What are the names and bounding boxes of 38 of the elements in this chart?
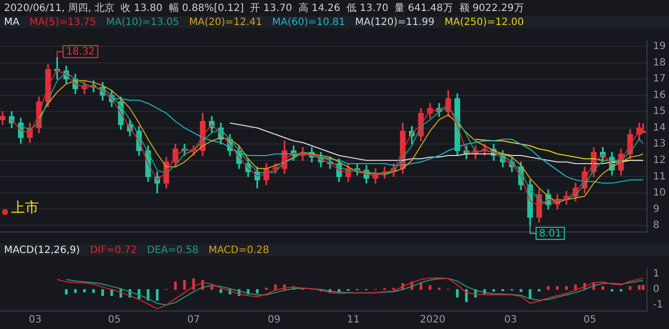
y-tick-label: 11 bbox=[653, 171, 666, 182]
annotation: 8.01 bbox=[539, 228, 562, 240]
y-tick-label: 15 bbox=[653, 106, 666, 118]
text: MA(60)=10.81 bbox=[272, 16, 346, 28]
text: MACD=0.28 bbox=[208, 244, 270, 256]
x-tick-label: 05 bbox=[108, 314, 121, 326]
legend-title: MA bbox=[4, 16, 20, 28]
y-tick-label: 13 bbox=[653, 138, 666, 150]
text: DIF=0.72 bbox=[90, 244, 137, 256]
annotation: 上市 bbox=[11, 200, 39, 216]
y-tick-label: 17 bbox=[653, 74, 666, 85]
x-tick-label: 2020 bbox=[420, 314, 446, 326]
x-tick-label: 03 bbox=[504, 314, 517, 326]
y-tick-label: 19 bbox=[653, 41, 666, 52]
text: MA(20)=12.41 bbox=[189, 16, 262, 28]
y-tick-label: -1 bbox=[653, 299, 663, 310]
annotation: 18.32 bbox=[66, 46, 95, 58]
legend-title: MACD(12,26,9) bbox=[4, 244, 80, 256]
x-tick-label: 11 bbox=[347, 314, 360, 326]
text: MA(250)=12.00 bbox=[444, 16, 524, 28]
text: MA(10)=13.05 bbox=[106, 16, 180, 28]
y-tick-label: 8 bbox=[653, 220, 660, 232]
y-tick-label: 14 bbox=[653, 122, 666, 134]
x-tick-label: 03 bbox=[28, 314, 42, 326]
x-tick-label: 09 bbox=[268, 314, 280, 326]
text: DEA=0.58 bbox=[147, 244, 199, 256]
text: MA(5)=13.75 bbox=[29, 16, 96, 28]
y-tick-label: 1 bbox=[653, 268, 660, 280]
y-tick-label: 18 bbox=[653, 57, 666, 68]
y-tick-label: 10 bbox=[653, 188, 666, 199]
y-tick-label: 9 bbox=[653, 204, 660, 215]
chart-title: 2020/06/11, 周四, 北京 收 13.80 幅 0.88%[0.12] 开 13.70 高 14.26 低 13.70 量 641.48万 额 9022.29万 bbox=[3, 2, 525, 16]
text: MA(120)=11.99 bbox=[355, 16, 435, 28]
y-tick-label: 12 bbox=[653, 155, 666, 166]
x-tick-label: 07 bbox=[187, 314, 200, 326]
y-tick-label: 0 bbox=[653, 284, 660, 296]
x-tick-label: 05 bbox=[583, 314, 596, 326]
y-tick-label: 16 bbox=[653, 90, 666, 101]
